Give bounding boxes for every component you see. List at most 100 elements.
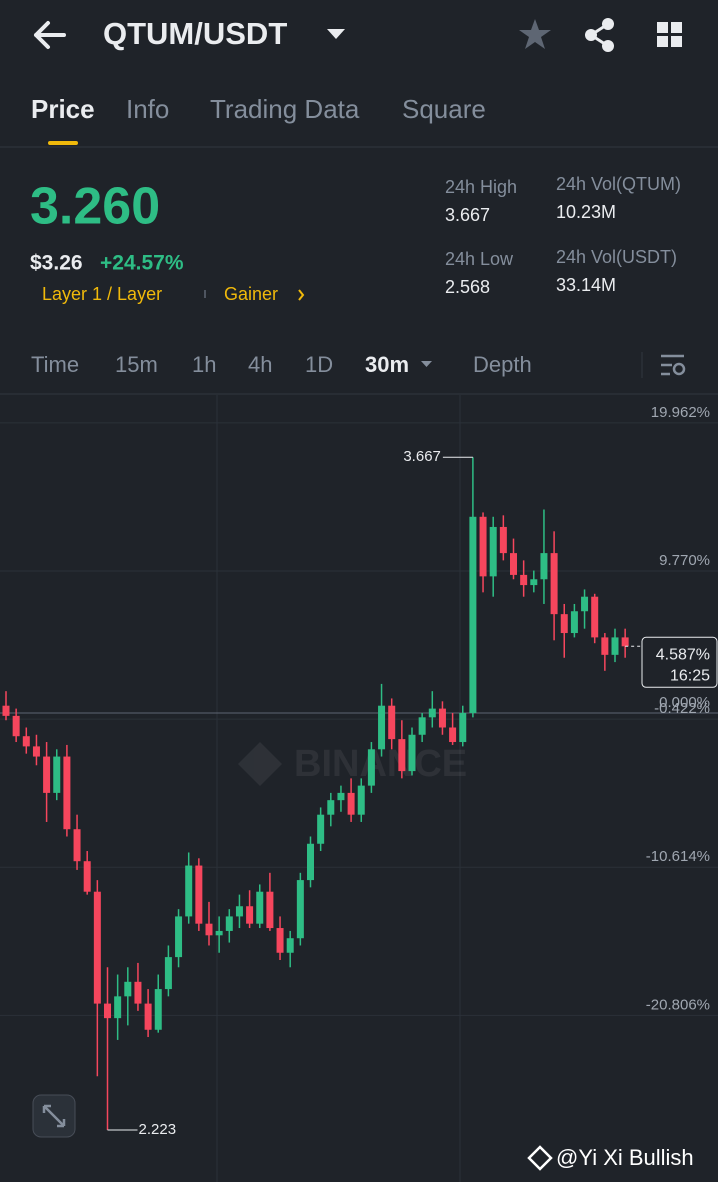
grid-menu-icon[interactable] (657, 22, 682, 47)
stat-label: 24h Vol(QTUM) (556, 174, 681, 194)
candlestick-chart: 19.962% 9.770% 0.000%-0.422% -10.614% -20.80… (0, 404, 718, 1138)
y-tick-label: -0.422% (654, 700, 710, 717)
stat-value: 10.23M (556, 202, 616, 222)
tag[interactable]: Layer 1 / Layer (42, 284, 162, 304)
interval-active[interactable]: 30m (365, 352, 409, 377)
candle-body (449, 727, 457, 743)
stat-value: 3.667 (445, 205, 490, 225)
candle-body (154, 989, 162, 1030)
interval[interactable]: Depth (473, 352, 532, 377)
stat-value: 2.568 (445, 277, 490, 297)
last-price: 3.260 (30, 178, 160, 236)
candle-body (499, 526, 507, 554)
settings-gear (672, 362, 686, 376)
candle-body (215, 930, 223, 936)
candle-body (591, 596, 599, 638)
watermark: BINANCE (238, 742, 467, 786)
candle-body (144, 1003, 152, 1030)
candle-body (408, 734, 416, 772)
price-usd: $3.26 (30, 252, 83, 275)
candle-body (601, 637, 609, 655)
pair-title[interactable]: QTUM/USDT (103, 16, 287, 51)
candle-body (327, 800, 335, 815)
y-tick-label: -20.806% (646, 996, 710, 1013)
tab[interactable]: Square (402, 94, 486, 124)
candle-body (134, 981, 142, 1004)
candle-body (378, 705, 386, 750)
tab-active[interactable]: Price (31, 94, 95, 124)
tab[interactable]: Info (126, 94, 169, 124)
watermark-text: BINANCE (294, 743, 467, 785)
candle-body (195, 865, 203, 924)
candle-body (256, 891, 264, 924)
candle-body (185, 865, 193, 917)
stat-label: 24h Vol(USDT) (556, 247, 677, 267)
candle-body (347, 792, 355, 815)
credit-logo (527, 1145, 553, 1171)
candle-body (205, 923, 213, 936)
interval[interactable]: 1h (192, 352, 216, 377)
candle-body (266, 891, 274, 929)
favorite-icon[interactable] (519, 19, 551, 49)
pair-dropdown[interactable] (327, 29, 345, 39)
candle-body (63, 756, 71, 830)
candle-body (428, 708, 436, 718)
y-tick-label: 0.000% (659, 694, 710, 711)
candle-body (124, 981, 132, 997)
current-price-label: 4.587% (656, 647, 710, 664)
candle-body (32, 746, 40, 757)
candle-body (581, 596, 589, 612)
price-change: +24.57% (100, 252, 184, 275)
candle-body (276, 928, 284, 953)
candle-body (489, 526, 497, 577)
share-icon[interactable] (585, 18, 614, 52)
stat-value: 33.14M (556, 275, 616, 295)
tab[interactable]: Trading Data (210, 94, 360, 124)
candle-body (540, 553, 548, 580)
interval[interactable]: 4h (248, 352, 272, 377)
fullscreen-button[interactable] (32, 1094, 76, 1138)
candle-body (388, 705, 396, 740)
watermark-logo (238, 742, 282, 786)
candle-body (367, 749, 375, 786)
candle-body (418, 717, 426, 735)
candle-body (611, 637, 619, 655)
interval[interactable]: 1D (305, 352, 333, 377)
back-button[interactable] (34, 21, 66, 49)
candle-body (73, 829, 81, 862)
candle-body (438, 708, 446, 728)
candle-body (520, 574, 528, 586)
fullscreen-icon (42, 1104, 66, 1128)
candle-body (398, 739, 406, 772)
candle-body (246, 906, 254, 924)
candle-body (175, 916, 183, 958)
interval[interactable]: Time (31, 352, 79, 377)
grid-cell (657, 36, 668, 47)
share-lines (588, 22, 609, 48)
tag[interactable]: Gainer (224, 284, 278, 304)
candle-body (22, 736, 30, 747)
candle-body (510, 553, 517, 575)
candle-body (225, 916, 233, 931)
back-arrow (34, 21, 66, 49)
tab-indicator (48, 141, 78, 145)
candle-body (296, 880, 304, 939)
candle-body (2, 705, 10, 716)
y-tick-label: -10.614% (646, 848, 710, 865)
candle-body (43, 756, 51, 793)
candle-body (286, 938, 294, 953)
candle-body (550, 553, 558, 615)
candle-body (560, 614, 568, 634)
chart-settings-icon[interactable] (661, 354, 686, 376)
candle-body (357, 785, 365, 815)
current-price-box (641, 636, 718, 688)
interval[interactable]: 15m (115, 352, 158, 377)
current-price-time: 16:25 (670, 668, 710, 685)
credit: @Yi Xi Bullish (556, 1145, 694, 1170)
interval-dropdown[interactable] (421, 361, 432, 367)
stat-label: 24h Low (445, 249, 514, 269)
candle-body (164, 957, 172, 990)
